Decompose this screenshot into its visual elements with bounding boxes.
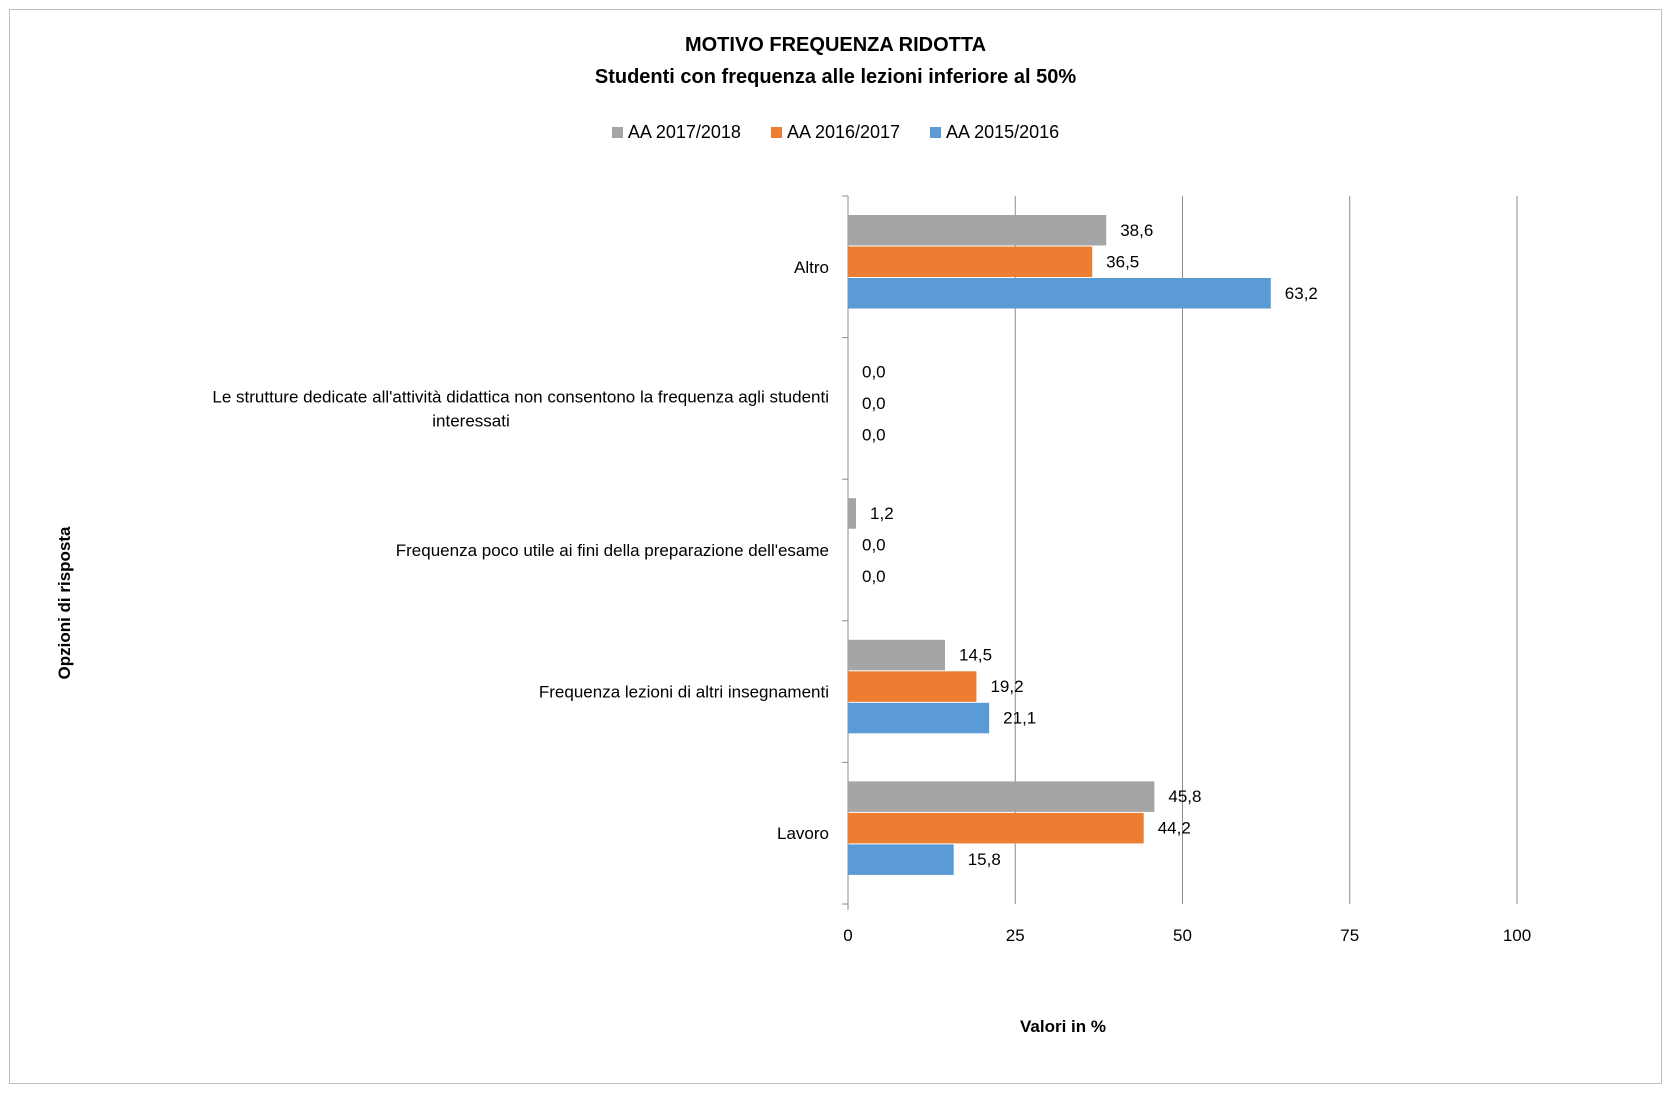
x-tick-label: 0 [843, 926, 852, 945]
data-label: 19,2 [990, 677, 1023, 696]
data-label: 0,0 [862, 425, 886, 444]
data-label: 14,5 [959, 646, 992, 665]
bar [848, 215, 1107, 246]
data-label: 45,8 [1168, 787, 1201, 806]
bar [848, 246, 1093, 277]
data-label: 15,8 [968, 850, 1001, 869]
bar [848, 702, 990, 734]
bar [848, 671, 977, 702]
bar [848, 639, 946, 671]
data-label: 36,5 [1106, 252, 1139, 271]
category-labels: Altro Le strutture dedicate all'attività … [212, 258, 829, 843]
bar [848, 781, 1155, 812]
category-label: Altro [794, 258, 829, 277]
axes [842, 195, 849, 910]
bar [848, 278, 1271, 309]
data-label: 1,2 [870, 504, 894, 523]
x-tick-label: 50 [1173, 926, 1192, 945]
bar [848, 498, 857, 529]
y-axis-title: Opzioni di risposta [55, 526, 74, 680]
data-label: 38,6 [1120, 221, 1153, 240]
x-axis-title: Valori in % [1020, 1017, 1106, 1036]
x-tick-labels: 0 25 50 75 100 [843, 926, 1531, 945]
legend-swatch [770, 127, 782, 138]
chart-title: MOTIVO FREQUENZA RIDOTTA [684, 34, 987, 56]
data-label: 0,0 [862, 362, 886, 381]
legend-item-2015-2016: AA 2015/2016 [930, 122, 1059, 143]
legend: AA 2017/2018 AA 2016/2017 AA 2015/2016 [0, 122, 1671, 143]
data-label: 63,2 [1285, 284, 1318, 303]
legend-label: AA 2016/2017 [786, 122, 901, 142]
category-label: Lavoro [777, 824, 829, 843]
data-labels: 38,6 36,5 63,2 0,0 0,0 0,0 1,2 0,0 0,0 14,5 19,2 21… [862, 221, 1318, 869]
category-label: Le strutture dedicate all'attività didat… [212, 387, 829, 406]
legend-item-2017-2018: AA 2017/2018 [611, 122, 741, 143]
category-label: Frequenza poco utile ai fini della prepa… [396, 541, 829, 560]
bars [848, 215, 1271, 875]
data-label: 0,0 [862, 567, 886, 586]
data-label: 0,0 [862, 394, 886, 413]
category-label-line: interessati [432, 411, 509, 430]
legend-label: AA 2015/2016 [946, 122, 1060, 142]
legend-item-2016-2017: AA 2016/2017 [770, 122, 901, 143]
chart-frame [9, 9, 1662, 1084]
category-label: Frequenza lezioni di altri insegnamenti [539, 683, 829, 702]
bar [848, 844, 954, 875]
x-tick-label: 75 [1340, 926, 1359, 945]
bar [848, 812, 1144, 844]
legend-swatch [930, 127, 942, 138]
x-tick-label: 100 [1503, 926, 1531, 945]
legend-label: AA 2017/2018 [627, 122, 741, 142]
data-label: 21,1 [1003, 709, 1036, 728]
data-label: 44,2 [1158, 819, 1191, 838]
data-label: 0,0 [862, 535, 886, 554]
chart-subtitle: Studenti con frequenza alle lezioni infe… [594, 66, 1077, 88]
legend-swatch [611, 127, 623, 138]
x-tick-label: 25 [1006, 926, 1025, 945]
